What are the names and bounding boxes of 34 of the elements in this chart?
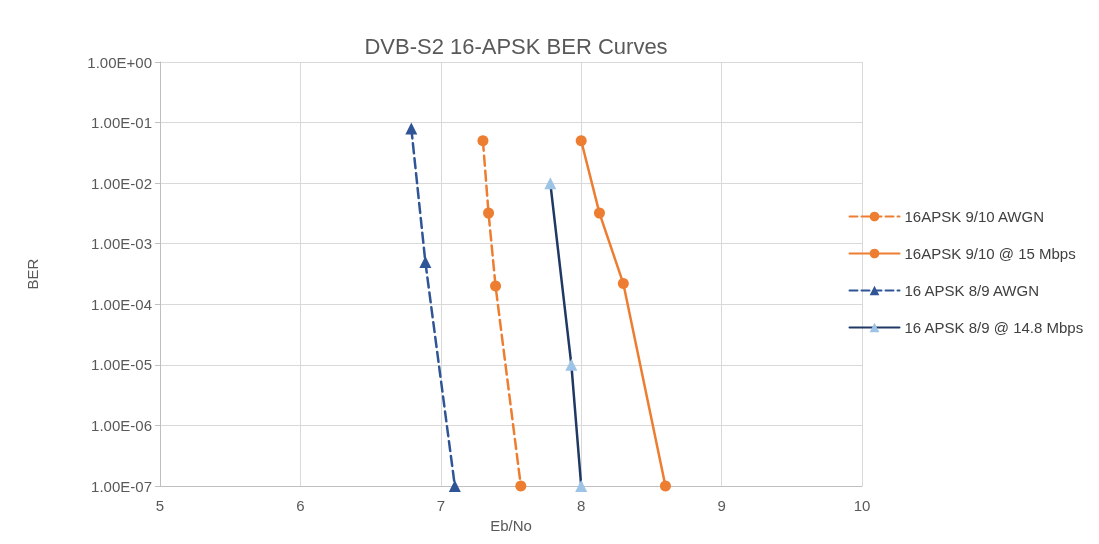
y-axis-title: BER — [24, 258, 41, 290]
legend-label: 16APSK 9/10 @ 15 Mbps — [904, 245, 1076, 262]
x-tick-label: 5 — [155, 497, 165, 514]
x-tick-label: 8 — [577, 497, 586, 514]
y-tick-label: 1.00E-05 — [91, 356, 152, 374]
point — [575, 135, 587, 147]
x-tick-label: 9 — [717, 497, 726, 514]
y-tick-label: 1.00E-01 — [91, 114, 152, 132]
point — [659, 480, 671, 492]
point — [483, 207, 495, 219]
legend-label: 16APSK 9/10 AWGN — [904, 208, 1045, 225]
point — [477, 135, 489, 147]
point — [617, 278, 629, 290]
x-axis-title: Eb/No — [490, 517, 532, 534]
legend-label: 16 APSK 8/9 AWGN — [904, 282, 1040, 299]
point — [490, 280, 502, 292]
point — [515, 480, 527, 492]
x-tick-label: 6 — [296, 497, 305, 514]
y-tick-label: 1.00E+00 — [87, 53, 152, 71]
y-tick-label: 1.00E-02 — [91, 174, 152, 192]
point — [405, 122, 418, 135]
x-tick-label: 10 — [853, 497, 871, 514]
y-tick-label: 1.00E-07 — [91, 477, 152, 495]
chart-title: DVB-S2 16-APSK BER Curves — [364, 33, 668, 59]
point — [448, 480, 461, 492]
point — [593, 207, 605, 219]
y-tick-label: 1.00E-04 — [91, 295, 152, 313]
y-tick-label: 1.00E-03 — [91, 235, 152, 253]
legend-label: 16 APSK 8/9 @ 14.8 Mbps — [904, 319, 1084, 336]
point — [544, 177, 557, 190]
point — [565, 358, 578, 371]
x-tick-label: 7 — [436, 497, 445, 514]
y-tick-label: 1.00E-06 — [91, 416, 152, 434]
point — [575, 480, 588, 492]
